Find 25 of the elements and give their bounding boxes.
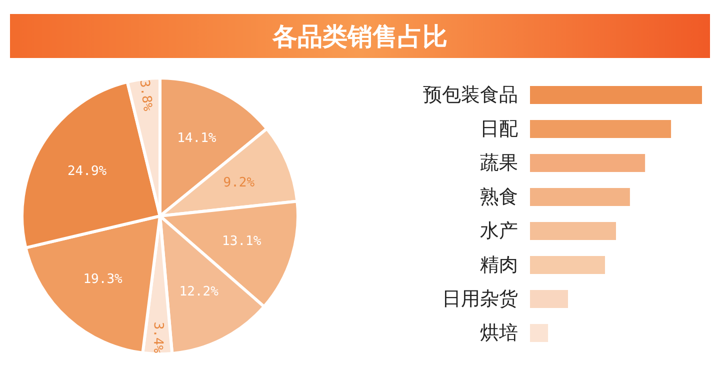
text: 各品类销售占比 [272,22,448,51]
data-label: 13.1% [222,234,262,250]
data-label: 12.2% [179,284,219,300]
y-tick-label: 蔬果 [480,152,518,174]
data-label: 14.1% [177,131,216,146]
y-tick-label: 日配 [480,118,518,140]
bar [530,86,702,104]
bar [530,324,548,342]
data-label: 3.8% [136,78,155,112]
data-label: 19.3% [83,272,123,288]
data-label: 9.2% [223,176,255,191]
bar [530,256,605,274]
y-tick-label: 烘培 [480,322,518,344]
bar [530,290,568,308]
data-label: 24.9% [67,164,107,179]
data-label: 3.4% [150,322,166,354]
bar [530,120,672,138]
bar [530,154,646,172]
bar [530,222,616,240]
y-tick-label: 日用杂货 [442,288,518,310]
y-tick-label: 熟食 [480,186,518,208]
y-tick-label: 精肉 [480,254,518,276]
y-tick-label: 水产 [480,220,518,242]
bar [530,188,630,206]
y-tick-label: 预包装食品 [423,84,518,106]
